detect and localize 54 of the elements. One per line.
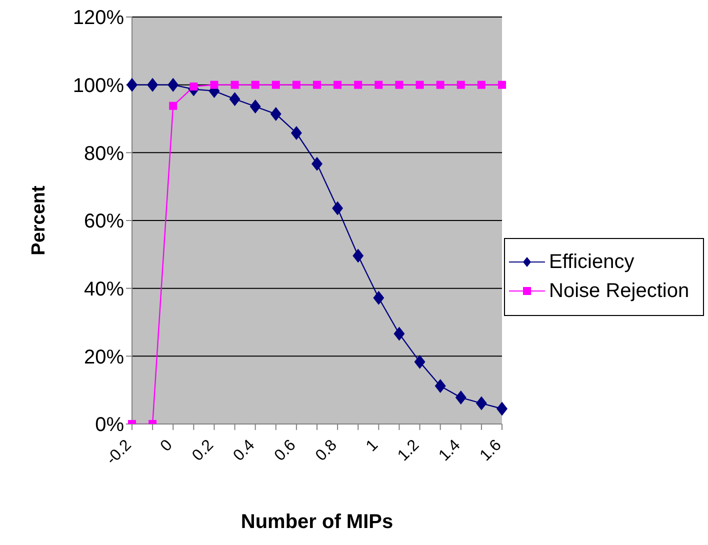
x-tick-label: 0 bbox=[158, 436, 176, 456]
point bbox=[210, 80, 218, 89]
x-tick-label: -0.2 bbox=[103, 436, 135, 468]
point bbox=[414, 354, 426, 369]
point bbox=[251, 80, 260, 89]
point bbox=[374, 80, 383, 89]
point bbox=[496, 402, 508, 416]
y-tick-label: 120% bbox=[72, 7, 124, 30]
x-tick-label: 1.2 bbox=[394, 436, 423, 465]
point bbox=[394, 326, 405, 341]
point bbox=[434, 379, 446, 394]
x-tick-label: 0.4 bbox=[230, 436, 258, 465]
y-tick-label: 60% bbox=[84, 210, 124, 233]
point bbox=[352, 248, 364, 263]
point bbox=[290, 126, 302, 140]
point bbox=[477, 80, 486, 89]
point bbox=[476, 396, 487, 410]
point bbox=[270, 107, 282, 121]
x-tick-label: 0.8 bbox=[312, 436, 340, 465]
point bbox=[456, 80, 465, 89]
x-tick-label: 0.2 bbox=[189, 436, 218, 465]
point bbox=[126, 78, 138, 92]
y-tick-label: 100% bbox=[72, 74, 124, 97]
point bbox=[498, 80, 506, 89]
y-tick-label: 40% bbox=[84, 278, 124, 300]
point bbox=[147, 78, 158, 92]
y-tick-label: 20% bbox=[84, 346, 124, 368]
y-tick-label: 80% bbox=[84, 142, 124, 165]
x-tick-label: 1 bbox=[363, 436, 382, 456]
point bbox=[416, 80, 424, 89]
point bbox=[169, 102, 178, 110]
point bbox=[272, 80, 280, 89]
point bbox=[229, 92, 240, 106]
point bbox=[168, 78, 179, 92]
point bbox=[395, 80, 404, 89]
legend-label: Noise Rejection bbox=[549, 280, 690, 302]
point bbox=[332, 201, 344, 216]
point bbox=[250, 100, 261, 114]
x-axis-title: Number of MIPs bbox=[240, 511, 394, 534]
y-tick-label: 0% bbox=[95, 414, 124, 436]
point bbox=[455, 390, 466, 405]
point bbox=[436, 80, 444, 89]
point bbox=[354, 80, 362, 89]
x-tick-label: 0.6 bbox=[272, 436, 300, 465]
point bbox=[313, 80, 321, 89]
x-tick-label: 1.4 bbox=[436, 436, 464, 465]
point bbox=[292, 80, 300, 89]
legend-label: Efficiency bbox=[549, 250, 634, 274]
x-tick-label: 1.6 bbox=[477, 436, 505, 465]
point bbox=[373, 290, 384, 305]
y-axis-title: Percent bbox=[28, 184, 50, 256]
point bbox=[312, 156, 322, 171]
point bbox=[230, 80, 239, 89]
point bbox=[334, 80, 342, 89]
